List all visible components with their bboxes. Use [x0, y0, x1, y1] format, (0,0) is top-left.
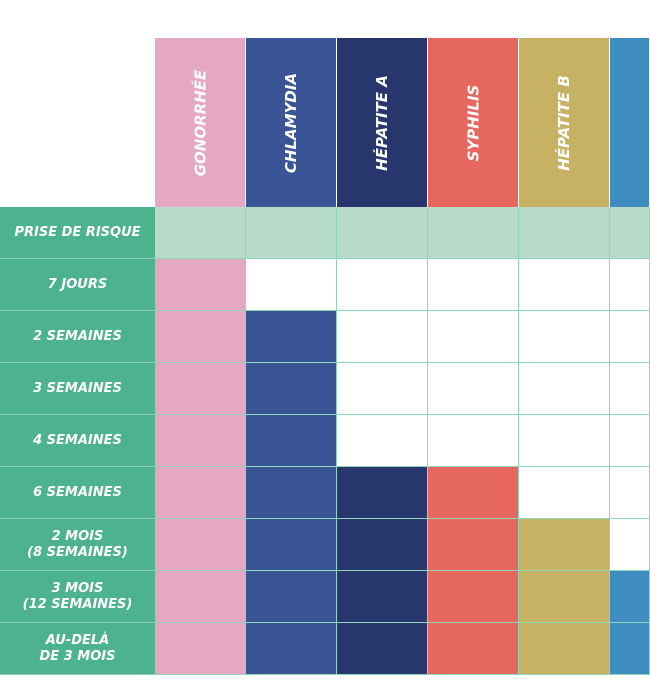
column-header [610, 38, 649, 207]
filled-cell [428, 519, 519, 571]
column-header: HÉPATITE A [337, 38, 427, 207]
filled-cell [428, 467, 519, 519]
empty-cell [610, 415, 650, 467]
filled-cell [155, 571, 246, 623]
filled-cell [610, 571, 650, 623]
column-header: CHLAMYDIA [246, 38, 336, 207]
filled-cell [246, 623, 337, 675]
filled-cell [428, 571, 519, 623]
filled-cell [337, 623, 428, 675]
empty-cell [246, 259, 337, 311]
column-header-label: HÉPATITE B [555, 74, 574, 171]
filled-cell [246, 571, 337, 623]
empty-cell [519, 415, 610, 467]
filled-cell [155, 363, 246, 415]
filled-cell [155, 415, 246, 467]
empty-cell [428, 363, 519, 415]
row-label: 3 SEMAINES [0, 363, 155, 415]
header-row-cell [610, 207, 650, 259]
filled-cell [337, 519, 428, 571]
filled-cell [155, 623, 246, 675]
header-row-cell [428, 207, 519, 259]
column-header-label: SYPHILIS [464, 84, 482, 161]
row-label: 4 SEMAINES [0, 415, 155, 467]
filled-cell [246, 311, 337, 363]
row-label: 7 JOURS [0, 259, 155, 311]
filled-cell [246, 415, 337, 467]
empty-cell [337, 415, 428, 467]
filled-cell [155, 259, 246, 311]
filled-cell [519, 623, 610, 675]
column-header: HÉPATITE B [519, 38, 609, 207]
header-row-cell [246, 207, 337, 259]
filled-cell [610, 623, 650, 675]
empty-cell [519, 467, 610, 519]
row-label: AU-DELÀ DE 3 MOIS [0, 623, 155, 675]
row-label-header: PRISE DE RISQUE [0, 207, 155, 259]
empty-cell [519, 363, 610, 415]
filled-cell [155, 519, 246, 571]
column-header: GONORRHÉE [155, 38, 245, 207]
row-label: 3 MOIS (12 SEMAINES) [0, 571, 155, 623]
empty-cell [428, 415, 519, 467]
header-row-cell [519, 207, 610, 259]
header-row-cell [337, 207, 428, 259]
row-label: 2 SEMAINES [0, 311, 155, 363]
filled-cell [246, 363, 337, 415]
empty-cell [610, 311, 650, 363]
column-header: SYPHILIS [428, 38, 518, 207]
empty-cell [610, 259, 650, 311]
filled-cell [337, 467, 428, 519]
empty-cell [610, 519, 650, 571]
filled-cell [428, 623, 519, 675]
empty-cell [337, 311, 428, 363]
empty-cell [337, 259, 428, 311]
empty-cell [428, 259, 519, 311]
empty-cell [610, 363, 650, 415]
empty-cell [519, 259, 610, 311]
empty-cell [337, 363, 428, 415]
filled-cell [155, 467, 246, 519]
filled-cell [155, 311, 246, 363]
row-label: 2 MOIS (8 SEMAINES) [0, 519, 155, 571]
empty-cell [519, 311, 610, 363]
empty-cell [610, 467, 650, 519]
filled-cell [246, 467, 337, 519]
column-header-label: CHLAMYDIA [282, 72, 301, 173]
column-header-label: HÉPATITE A [373, 74, 391, 171]
filled-cell [246, 519, 337, 571]
empty-cell [428, 311, 519, 363]
header-row-cell [155, 207, 246, 259]
column-header-label: GONORRHÉE [191, 69, 209, 176]
row-label: 6 SEMAINES [0, 467, 155, 519]
filled-cell [337, 571, 428, 623]
filled-cell [519, 519, 610, 571]
filled-cell [519, 571, 610, 623]
